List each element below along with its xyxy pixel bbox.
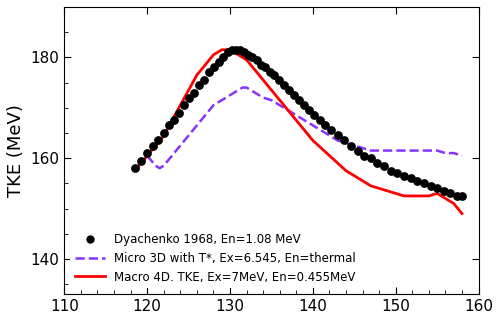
Point xyxy=(406,176,414,181)
Point xyxy=(190,90,198,95)
Point xyxy=(240,50,248,55)
Point xyxy=(236,47,244,52)
Point xyxy=(290,92,298,98)
Point xyxy=(170,118,177,123)
Point xyxy=(367,156,375,161)
Point xyxy=(420,181,428,186)
Point xyxy=(196,82,203,88)
Point xyxy=(360,153,368,158)
Point xyxy=(270,73,278,78)
Point xyxy=(186,95,194,100)
Point xyxy=(261,65,269,70)
Point xyxy=(252,57,260,62)
Y-axis label: TKE (MeV): TKE (MeV) xyxy=(7,104,25,197)
Point xyxy=(143,151,151,156)
Point xyxy=(131,166,139,171)
Point xyxy=(347,143,355,148)
Point xyxy=(380,163,388,168)
Point xyxy=(149,143,157,148)
Point xyxy=(386,168,394,173)
Point xyxy=(400,173,408,178)
Point xyxy=(310,113,318,118)
Point xyxy=(446,191,454,196)
Point xyxy=(426,183,434,188)
Point xyxy=(160,130,168,135)
Point xyxy=(228,47,235,52)
Legend: Dyachenko 1968, En=1.08 MeV, Micro 3D with T*, Ex=6.545, En=thermal, Macro 4D. T: Dyachenko 1968, En=1.08 MeV, Micro 3D wi… xyxy=(70,228,360,288)
Point xyxy=(453,193,461,198)
Point xyxy=(300,103,308,108)
Point xyxy=(433,186,441,191)
Point xyxy=(374,160,382,166)
Point xyxy=(180,103,188,108)
Point xyxy=(220,55,228,60)
Point xyxy=(322,123,330,128)
Point xyxy=(200,77,208,82)
Point xyxy=(248,55,256,60)
Point xyxy=(206,70,214,75)
Point xyxy=(232,47,240,52)
Point xyxy=(244,52,252,57)
Point xyxy=(458,193,466,198)
Point xyxy=(138,158,145,163)
Point xyxy=(316,118,324,123)
Point xyxy=(164,123,172,128)
Point xyxy=(154,138,162,143)
Point xyxy=(414,178,422,183)
Point xyxy=(295,98,303,103)
Point xyxy=(210,65,218,70)
Point xyxy=(327,128,335,133)
Point xyxy=(256,62,264,67)
Point xyxy=(334,133,342,138)
Point xyxy=(354,148,362,153)
Point xyxy=(304,108,312,113)
Point xyxy=(174,110,182,115)
Point xyxy=(340,138,348,143)
Point xyxy=(440,188,448,194)
Point xyxy=(280,82,288,88)
Point xyxy=(216,60,224,65)
Point xyxy=(275,77,283,82)
Point xyxy=(266,70,274,75)
Point xyxy=(224,50,232,55)
Point xyxy=(394,171,402,176)
Point xyxy=(285,88,293,93)
